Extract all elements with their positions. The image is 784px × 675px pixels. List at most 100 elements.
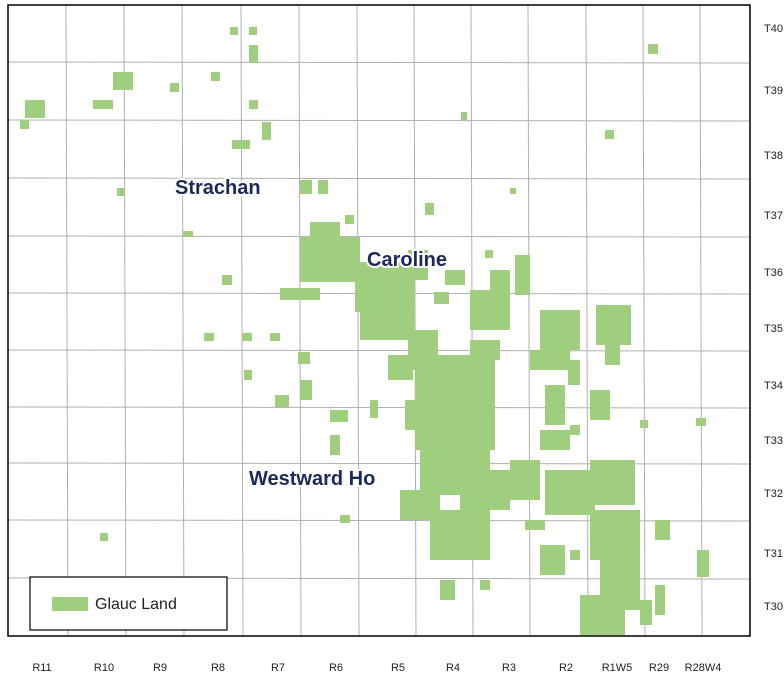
land-parcel [318, 180, 328, 194]
land-parcel [440, 580, 455, 600]
land-parcel [415, 355, 495, 450]
grid-line [7, 119, 751, 122]
land-parcel [445, 270, 465, 285]
range-label: R11 [32, 662, 51, 674]
township-label: T30 [764, 601, 783, 613]
town-label: Westward Ho [249, 468, 375, 490]
land-parcel [648, 44, 658, 54]
land-parcel [640, 600, 652, 625]
land-parcel [697, 550, 709, 577]
land-parcel [113, 72, 133, 90]
land-parcel [568, 360, 580, 385]
grid-line [642, 4, 646, 637]
land-parcel [211, 72, 220, 81]
land-parcel [275, 395, 289, 407]
grid-line [7, 349, 751, 352]
land-parcel [540, 545, 565, 575]
land-parcel [249, 27, 257, 35]
land-parcel [530, 350, 570, 370]
township-label: T37 [764, 210, 783, 222]
range-label: R9 [153, 662, 167, 674]
range-label: R29 [649, 662, 669, 674]
legend: Glauc Land [29, 576, 228, 631]
land-parcel [460, 470, 510, 510]
land-parcel [490, 270, 510, 290]
land-parcel [425, 203, 434, 215]
land-parcel [117, 188, 125, 196]
land-parcel [470, 290, 510, 330]
grid-line [527, 4, 531, 637]
land-parcel [405, 400, 425, 430]
land-parcel [380, 275, 410, 315]
land-parcel [25, 100, 45, 118]
grid-line [7, 406, 751, 409]
land-parcel [262, 122, 271, 140]
township-label: T38 [764, 150, 783, 162]
town-label: Caroline [367, 249, 447, 271]
grid-line [7, 61, 751, 64]
township-label: T40 [764, 23, 783, 35]
land-parcel [510, 460, 540, 500]
land-parcel [370, 400, 378, 418]
land-parcel [655, 585, 665, 615]
grid-line [123, 4, 127, 637]
range-label: R4 [446, 662, 460, 674]
land-parcel [590, 510, 640, 560]
land-parcel [655, 520, 670, 540]
land-parcel [298, 352, 310, 364]
grid-line [699, 4, 703, 637]
township-label: T36 [764, 267, 783, 279]
land-parcel [249, 45, 258, 63]
land-parcel [300, 237, 360, 282]
parcels [20, 27, 709, 635]
land-parcel [570, 425, 580, 435]
range-label: R2 [559, 662, 573, 674]
land-parcel [605, 345, 620, 365]
legend-swatch [52, 597, 88, 611]
land-parcel [93, 100, 113, 109]
land-parcel [696, 418, 706, 426]
land-parcel [310, 222, 340, 242]
land-parcel [590, 390, 610, 420]
land-parcel [270, 333, 280, 341]
town-label: Strachan [175, 177, 261, 199]
township-label: T34 [764, 380, 783, 392]
land-parcel [515, 255, 530, 295]
land-parcel [545, 385, 565, 425]
land-parcel [330, 435, 340, 455]
land-parcel [242, 333, 252, 341]
land-parcel [434, 292, 449, 304]
land-parcel [170, 83, 179, 92]
land-parcel [461, 112, 467, 121]
land-parcel [640, 420, 648, 428]
land-parcel [280, 288, 320, 300]
land-parcel [470, 340, 500, 360]
land-parcel [204, 333, 214, 341]
land-parcel [510, 188, 516, 194]
map-frame [7, 4, 751, 637]
land-parcel [345, 215, 354, 224]
land-parcel [408, 250, 428, 280]
grid-line [240, 4, 244, 637]
township-label: T32 [764, 488, 783, 500]
land-parcel [100, 533, 108, 541]
grid-line [585, 4, 589, 637]
land-parcel [232, 140, 250, 149]
land-parcel [525, 520, 545, 530]
land-parcel [480, 580, 490, 590]
range-label: R1W5 [602, 662, 633, 674]
land-parcel [183, 231, 193, 237]
land-parcel [249, 100, 258, 109]
land-parcel [485, 250, 493, 258]
land-parcel [540, 310, 580, 350]
land-parcel [20, 120, 29, 129]
land-parcel [605, 130, 614, 139]
land-parcel [540, 430, 570, 450]
land-parcel [300, 380, 312, 400]
land-parcel [580, 595, 625, 635]
grid-line [356, 4, 360, 637]
grid-line [181, 4, 185, 637]
township-label: T35 [764, 323, 783, 335]
range-label: R3 [502, 662, 516, 674]
